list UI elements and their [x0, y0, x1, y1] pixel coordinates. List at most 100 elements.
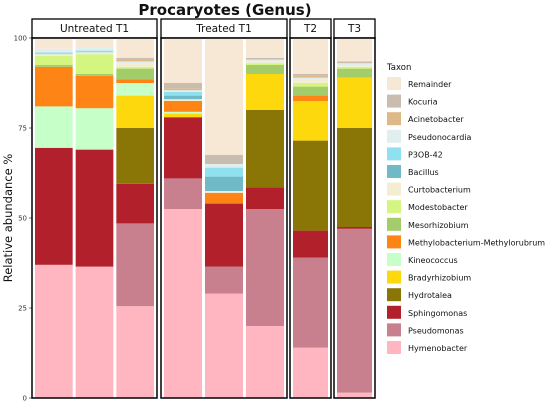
panel-border [31, 37, 158, 399]
bar-segment-curtobacterium [246, 61, 284, 64]
legend-swatch [387, 235, 401, 249]
legend-swatch [387, 323, 401, 337]
bar-segment-sphingomonas [246, 187, 284, 209]
stacked-bar [205, 38, 243, 398]
bar-segment-acinetobacter [293, 75, 328, 78]
bar-segment-sphingomonas [205, 203, 243, 267]
legend-item: Bacillus [387, 165, 439, 178]
bar-segment-modestobacter [35, 56, 73, 65]
legend-title: Taxon [386, 63, 411, 73]
legend-swatch [387, 94, 401, 108]
legend-label: Kocuria [408, 98, 438, 107]
chart-title: Procaryotes (Genus) [138, 1, 311, 19]
stacked-bar [164, 38, 202, 398]
bar-segment-modestobacter [116, 66, 154, 69]
bar-segment-kocuria [116, 57, 154, 60]
bar-segment-mesorhizobium [293, 86, 328, 96]
bar-segment-hymenobacter [293, 347, 328, 398]
bar-segment-kocuria [337, 61, 372, 64]
y-tick-label: 0 [23, 395, 27, 403]
panel-border [333, 37, 376, 399]
y-tick-label: 25 [18, 305, 27, 313]
bar-segment-methylobacterium-methylorubrum [164, 101, 202, 112]
facet-panels: Untreated T1 Treated T1 T2 T3 [31, 18, 376, 399]
stacked-bar [35, 38, 73, 398]
bar-segment-sphingomonas [164, 117, 202, 179]
legend-label: Curtobacterium [408, 186, 471, 195]
facet-label: T3 [347, 23, 361, 35]
legend-label: Kineococcus [408, 256, 458, 265]
bar-segment-pseudonocardia [35, 48, 73, 53]
y-tick-label: 100 [14, 35, 27, 43]
bar-segment-modestobacter [246, 63, 284, 65]
legend-swatch [387, 112, 401, 126]
bar-segment-pseudomonas [246, 209, 284, 326]
bar-segment-mesorhizobium [337, 68, 372, 78]
legend-label: Acinetobacter [408, 115, 464, 124]
bar-segment-remainder [246, 38, 284, 58]
facet-panel: T2 [289, 18, 332, 399]
legend-label: Pseudonocardia [408, 133, 472, 142]
legend-swatch [387, 165, 401, 178]
legend-item: P3OB-42 [387, 147, 443, 161]
legend-item: Modestobacter [387, 200, 468, 214]
bar-segment-hydrotalea [246, 110, 284, 188]
bar-segment-remainder [293, 38, 328, 74]
legend-swatch [387, 200, 401, 214]
facet-label: T2 [303, 23, 317, 35]
bar-segment-curtobacterium [75, 52, 114, 55]
stacked-bar [337, 38, 372, 398]
stacked-bar [116, 38, 154, 398]
legend-label: Sphingomonas [408, 309, 467, 318]
legend-swatch [387, 182, 401, 196]
facet-panel: T3 [333, 18, 376, 399]
bar-segment-bacillus [205, 176, 243, 191]
y-axis-label: Relative abundance % [1, 154, 15, 283]
bar-segment-hydrotalea [116, 128, 154, 184]
bar-segment-methylobacterium-methylorubrum [205, 192, 243, 204]
legend-item: Bradyrhizobium [387, 270, 471, 284]
bar-segment-pseudomonas [164, 178, 202, 209]
bar-segment-remainder [205, 38, 243, 155]
bar-segment-sphingomonas [116, 183, 154, 224]
bar-segment-hymenobacter [116, 306, 154, 398]
legend-item: Sphingomonas [387, 305, 467, 319]
bar-segment-p3ob-42 [75, 50, 114, 53]
facet-panel: Treated T1 [160, 18, 288, 399]
bar-segment-methylobacterium-methylorubrum [293, 95, 328, 101]
legend-item: Pseudonocardia [387, 129, 472, 143]
bar-segment-pseudomonas [116, 223, 154, 307]
bar-segment-sphingomonas [35, 147, 73, 265]
legend-label: Methylobacterium-Methylorubrum [408, 238, 545, 247]
bar-segment-remainder [116, 38, 154, 58]
legend-item: Kineococcus [387, 253, 458, 266]
bar-segment-curtobacterium [35, 54, 73, 56]
legend-label: Bacillus [408, 168, 439, 177]
bar-segment-pseudonocardia [205, 164, 243, 168]
bar-segment-pseudonocardia [293, 77, 328, 80]
legend-item: Remainder [387, 77, 452, 90]
facet-label: Untreated T1 [60, 23, 129, 35]
legend-item: Hymenobacter [387, 341, 468, 354]
legend-swatch [387, 253, 401, 266]
legend-item: Curtobacterium [387, 182, 471, 196]
bar-segment-hymenobacter [205, 293, 243, 398]
stacked-bar [246, 38, 284, 398]
stacked-bar [293, 38, 328, 398]
bar-segment-hymenobacter [164, 209, 202, 398]
bar-segment-pseudomonas [337, 228, 372, 393]
bar-segment-bacillus [164, 95, 202, 100]
bar-segment-sphingomonas [75, 149, 114, 267]
bar-segment-curtobacterium [337, 65, 372, 67]
bar-segment-modestobacter [75, 54, 114, 74]
bar-segment-pseudomonas [293, 257, 328, 348]
panel-border [289, 37, 332, 399]
bar-segment-mesorhizobium [35, 65, 73, 67]
legend-label: Pseudomonas [408, 326, 464, 335]
bar-segment-kocuria [293, 74, 328, 76]
legend-label: Modestobacter [408, 203, 468, 212]
legend-swatch [387, 305, 401, 319]
bar-segment-sphingomonas [293, 230, 328, 258]
legend-item: Pseudomonas [387, 323, 464, 337]
